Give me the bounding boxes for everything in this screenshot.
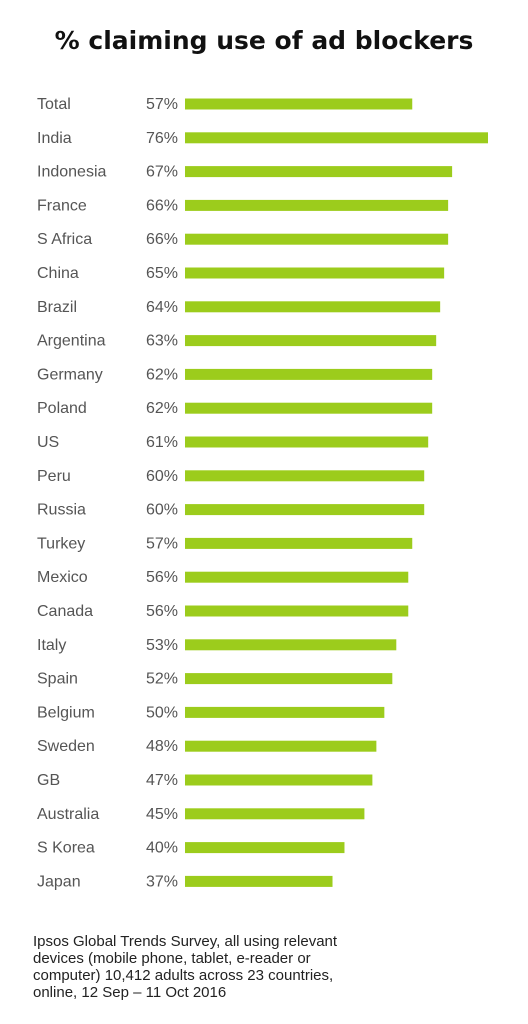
value-label: 57% <box>146 96 178 113</box>
chart-title: % claiming use of ad blockers <box>54 26 474 55</box>
category-label: Turkey <box>37 535 85 552</box>
value-label: 60% <box>146 468 178 485</box>
category-label: India <box>37 130 72 147</box>
bar <box>185 267 445 279</box>
category-label: Argentina <box>37 333 106 350</box>
category-label: GB <box>37 772 60 789</box>
value-label: 66% <box>146 197 178 214</box>
value-label: 56% <box>146 603 178 620</box>
value-label: 40% <box>146 840 178 857</box>
bar-row: India 76% <box>37 130 488 147</box>
category-label: Germany <box>37 366 103 383</box>
bar-row: Canada 56% <box>37 603 409 620</box>
bar-row: US 61% <box>37 434 429 451</box>
bar <box>185 673 393 685</box>
bar-row: Mexico 56% <box>37 569 409 586</box>
bar-row: Indonesia 67% <box>37 164 453 181</box>
bar <box>185 436 429 448</box>
value-label: 67% <box>146 164 178 181</box>
bar-chart: Total 57%India 76%Indonesia 67%France 66%S A… <box>37 96 488 890</box>
bar <box>185 98 413 110</box>
value-label: 62% <box>146 366 178 383</box>
bar-row: GB 47% <box>37 772 373 789</box>
bar <box>185 233 449 245</box>
bar-row: Total 57% <box>37 96 413 113</box>
bar <box>185 368 433 380</box>
value-label: 64% <box>146 299 178 316</box>
bar-row: Germany 62% <box>37 366 433 383</box>
category-label: Canada <box>37 603 93 620</box>
bar <box>185 537 413 549</box>
bar <box>185 706 385 718</box>
category-label: Australia <box>37 806 99 823</box>
bar <box>185 875 333 887</box>
value-label: 37% <box>146 873 178 890</box>
bar-row: Peru 60% <box>37 468 425 485</box>
category-label: Spain <box>37 671 78 688</box>
category-label: Brazil <box>37 299 77 316</box>
bar <box>185 132 488 144</box>
bar <box>185 402 433 414</box>
category-label: Italy <box>37 637 66 654</box>
category-label: Total <box>37 96 71 113</box>
value-label: 65% <box>146 265 178 282</box>
bar-row: Poland 62% <box>37 400 433 417</box>
bar-row: Argentina 63% <box>37 333 437 350</box>
category-label: Japan <box>37 873 81 890</box>
bar <box>185 504 425 516</box>
bar-row: Australia 45% <box>37 806 365 823</box>
value-label: 45% <box>146 806 178 823</box>
bar <box>185 335 437 347</box>
bar-row: Turkey 57% <box>37 535 413 552</box>
value-label: 50% <box>146 704 178 721</box>
bar-row: Sweden 48% <box>37 738 377 755</box>
value-label: 48% <box>146 738 178 755</box>
category-label: S Korea <box>37 840 95 857</box>
bar-row: France 66% <box>37 197 449 214</box>
bar <box>185 774 373 786</box>
value-label: 47% <box>146 772 178 789</box>
value-label: 76% <box>146 130 178 147</box>
category-label: Peru <box>37 468 71 485</box>
bar-row: Spain 52% <box>37 671 393 688</box>
category-label: S Africa <box>37 231 92 248</box>
value-label: 56% <box>146 569 178 586</box>
bar-row: China 65% <box>37 265 445 282</box>
bar-row: Belgium 50% <box>37 704 385 721</box>
bar <box>185 166 453 178</box>
bar <box>185 842 345 854</box>
bar-row: Japan 37% <box>37 873 333 890</box>
category-label: Sweden <box>37 738 95 755</box>
bar-row: Brazil 64% <box>37 299 441 316</box>
bar-row: S Korea 40% <box>37 840 345 857</box>
bar-row: S Africa 66% <box>37 231 449 248</box>
bar <box>185 199 449 211</box>
value-label: 60% <box>146 502 178 519</box>
bar <box>185 301 441 313</box>
bar <box>185 470 425 482</box>
category-label: Indonesia <box>37 164 106 181</box>
value-label: 66% <box>146 231 178 248</box>
category-label: Mexico <box>37 569 88 586</box>
bar <box>185 740 377 752</box>
value-label: 57% <box>146 535 178 552</box>
bar-row: Russia 60% <box>37 502 425 519</box>
category-label: US <box>37 434 59 451</box>
bar <box>185 605 409 617</box>
source-note: Ipsos Global Trends Survey, all using re… <box>33 933 338 1001</box>
value-label: 63% <box>146 333 178 350</box>
bar <box>185 639 397 651</box>
bar-row: Italy 53% <box>37 637 397 654</box>
category-label: France <box>37 197 87 214</box>
value-label: 52% <box>146 671 178 688</box>
value-label: 61% <box>146 434 178 451</box>
value-label: 62% <box>146 400 178 417</box>
bar <box>185 808 365 820</box>
category-label: Russia <box>37 502 86 519</box>
bar <box>185 571 409 583</box>
value-label: 53% <box>146 637 178 654</box>
category-label: Belgium <box>37 704 95 721</box>
category-label: Poland <box>37 400 87 417</box>
category-label: China <box>37 265 79 282</box>
